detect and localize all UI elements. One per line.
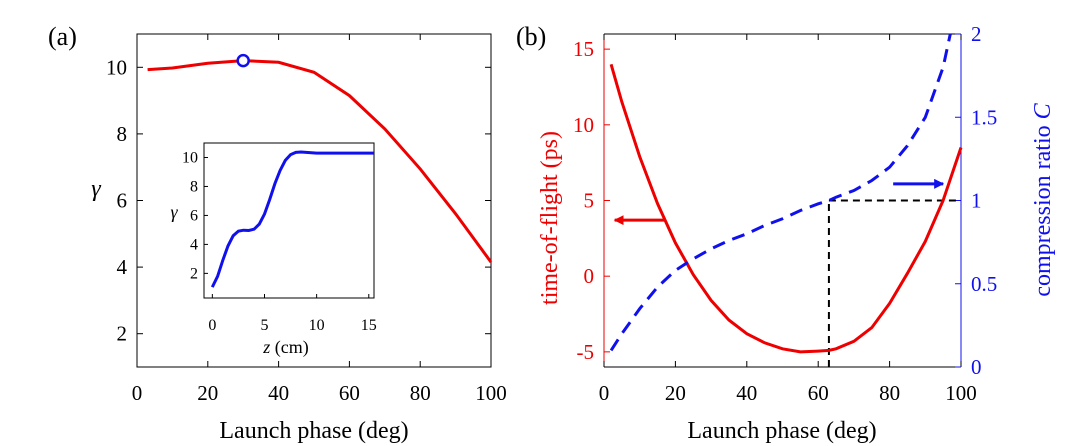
panel-a-xtick-label: 80: [410, 381, 431, 405]
panel-b-left-ytick-label: 10: [573, 113, 594, 137]
inset-ytick-label: 2: [190, 265, 198, 282]
panel-a-ytick-label: 8: [117, 122, 128, 146]
panel-b-xtick-label: 20: [665, 381, 686, 405]
inset: 0 5 10 15 2 4 6 8 10 z (cm) γ: [170, 142, 377, 358]
inset-xtick-label: 10: [309, 317, 325, 334]
panel-b-right-ylabel-var: C: [1030, 102, 1056, 119]
panel-b-xtick-label: 80: [879, 381, 900, 405]
panel-b-left-yticks: -5 0 5 10 15: [573, 37, 610, 364]
panel-a-label: (a): [48, 22, 77, 51]
panel-b-xticks: 0 20 40 60 80 100: [599, 34, 977, 405]
inset-xticks: 0 5 10 15: [208, 294, 377, 334]
panel-b-right-ytick-label: 1: [971, 189, 982, 213]
inset-gamma-vs-z-curve: [210, 150, 374, 288]
panel-a-ytick-label: 6: [117, 189, 128, 213]
panel-b-left-ytick-label: 5: [584, 189, 595, 213]
panel-a-ylabel: γ: [91, 176, 101, 202]
inset-yticks: 2 4 6 8 10: [182, 149, 208, 282]
panel-b-right-ytick-label: 1.5: [971, 105, 997, 129]
panel-b-left-ytick-label: 15: [573, 37, 594, 61]
inset-frame: [203, 142, 375, 299]
panel-a-ytick-label: 10: [106, 55, 127, 79]
panel-a-xticks: 0 20 40 60 80 100: [132, 34, 507, 405]
inset-xtick-label: 15: [361, 317, 377, 334]
panel-b-xtick-label: 40: [736, 381, 757, 405]
panel-b-xtick-label: 100: [945, 381, 977, 405]
inset-xtick-label: 0: [208, 317, 216, 334]
panel-b-xtick-label: 60: [808, 381, 829, 405]
inset-ytick-label: 8: [190, 178, 198, 195]
panel-b-right-ytick-label: 0: [971, 355, 982, 379]
panel-a-xtick-label: 60: [339, 381, 360, 405]
inset-xtick-label: 5: [260, 317, 268, 334]
panel-a-xlabel: Launch phase (deg): [219, 418, 408, 444]
inset-xlabel-unit: (cm): [270, 337, 308, 358]
panel-a-gamma-curve: [147, 59, 493, 263]
panel-b-right-ytick-label: 0.5: [971, 272, 997, 296]
inset-ylabel: γ: [170, 202, 178, 222]
panel-b-left-ytick-label: 0: [584, 264, 595, 288]
panel-b-right-ylabel-text: compression ratio: [1030, 119, 1056, 296]
panel-b-left-ytick-label: -5: [577, 340, 595, 364]
panel-a-xtick-label: 0: [132, 381, 143, 405]
inset-ytick-label: 10: [182, 149, 198, 166]
panel-b-right-ytick-label: 2: [971, 22, 982, 46]
panel-a-ytick-label: 2: [117, 322, 128, 346]
panel-b-right-ylabel: compression ratio C: [1030, 102, 1056, 296]
inset-ytick-label: 4: [190, 236, 198, 253]
panel-b-compression-ratio-curve: [609, 33, 952, 352]
panel-a-xtick-label: 100: [475, 381, 507, 405]
panel-a-xtick-label: 20: [197, 381, 218, 405]
inset-xlabel-var: z: [262, 337, 270, 357]
panel-b-right-yticks: 0 0.5 1 1.5 2: [955, 22, 997, 379]
panel-a-max-marker: [236, 53, 250, 68]
panel-b-time-of-flight-curve: [609, 63, 963, 354]
panel-a-yticks: 2 4 6 8 10: [106, 55, 491, 346]
panel-a-ytick-label: 4: [117, 255, 128, 279]
panel-b-left-ylabel: time-of-flight (ps): [537, 131, 563, 305]
panel-b-label: (b): [516, 22, 546, 51]
panel-a-xtick-label: 40: [268, 381, 289, 405]
inset-ytick-label: 6: [190, 207, 198, 224]
panel-b-xtick-label: 0: [599, 381, 610, 405]
panel-b-xlabel: Launch phase (deg): [687, 418, 876, 444]
inset-xlabel: z (cm): [262, 337, 309, 358]
